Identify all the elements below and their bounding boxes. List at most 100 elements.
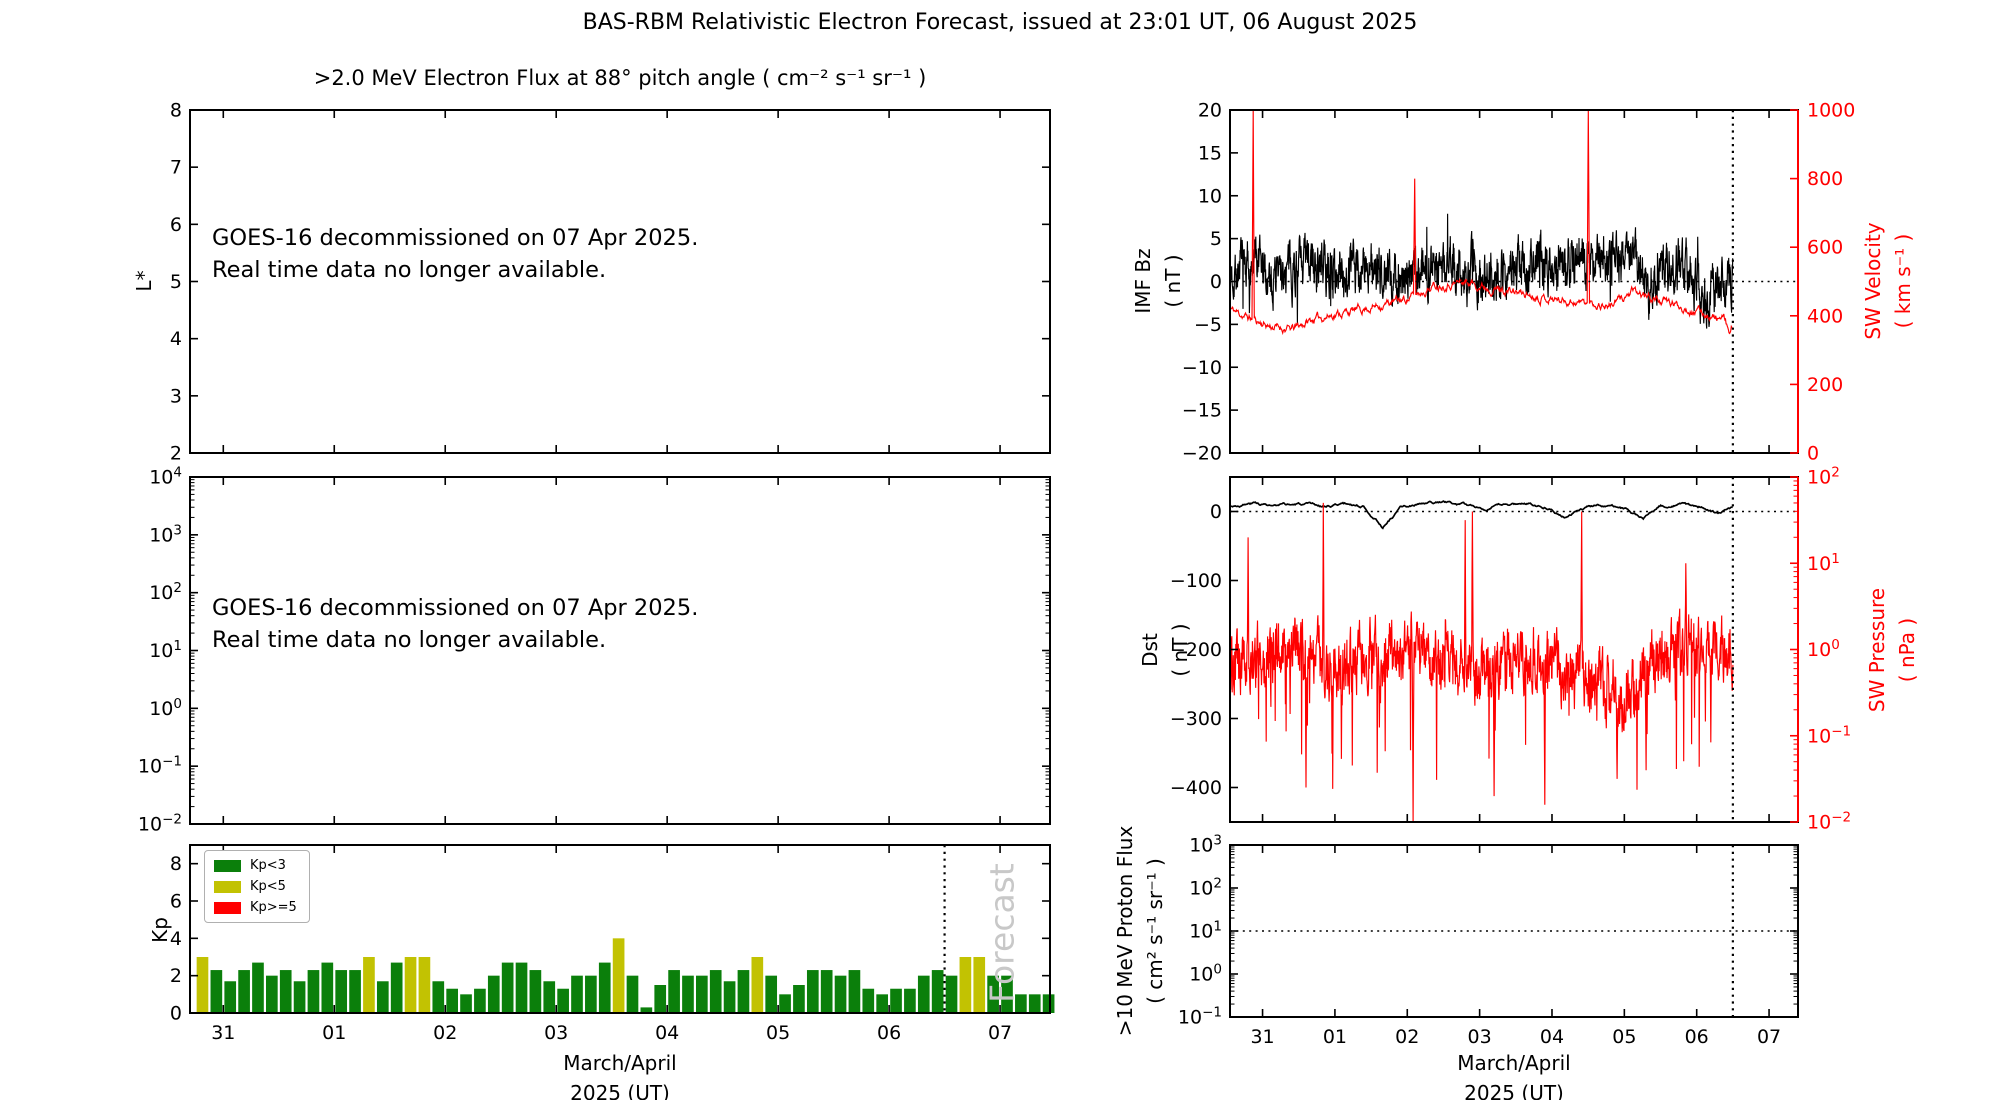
kp-bar: [709, 970, 722, 1013]
x-tick-label: 31: [211, 1022, 235, 1044]
proton-flux-axis-label: >10 MeV Proton Flux ( cm² s⁻¹ sr⁻¹ ): [1110, 826, 1170, 1037]
tick-label: 10−1: [1807, 723, 1851, 747]
kp-bar: [501, 962, 514, 1013]
sw-velocity-axis-label: SW Velocity ( km s⁻¹ ): [1858, 222, 1918, 339]
tick-label: 15: [1198, 142, 1222, 164]
legend-label: Kp<5: [250, 879, 286, 894]
kp-bar: [1001, 975, 1013, 1013]
tick-label: 8: [170, 853, 182, 875]
kp-bar: [668, 970, 680, 1013]
kp-bar: [682, 975, 694, 1013]
x-tick-label: 06: [877, 1022, 901, 1044]
kp-bar: [654, 985, 667, 1013]
legend-label: Kp<3: [250, 858, 286, 873]
tick-label: 400: [1807, 305, 1843, 327]
kp-bar: [404, 957, 417, 1013]
x-axis-label-year: 2025 (UT): [570, 1081, 670, 1100]
x-tick-label: 05: [1612, 1026, 1636, 1048]
tick-label: 3: [170, 385, 182, 407]
tick-label: 102: [1189, 876, 1222, 900]
goes16-message-middle: GOES-16 decommissioned on 07 Apr 2025. R…: [212, 592, 698, 656]
kp-bar: [585, 975, 597, 1013]
lstar-axis-label: L*: [132, 270, 156, 292]
kp-bar: [224, 981, 237, 1013]
x-tick-label: 01: [1323, 1026, 1347, 1048]
legend-item-kp-lt3: Kp<3: [214, 858, 297, 873]
tick-label: 5: [1210, 228, 1222, 250]
kp-bar: [1028, 994, 1041, 1013]
tick-label: 10: [1198, 185, 1222, 207]
dst-series-group: [1230, 500, 1734, 822]
sw-pressure-series: [1230, 502, 1734, 822]
kp-bar: [931, 970, 944, 1013]
tick-label: 0: [1210, 501, 1222, 523]
kp-bar: [834, 975, 847, 1013]
tick-label: −15: [1182, 400, 1222, 422]
dst-axis-label-line1: Dst: [1138, 633, 1162, 667]
legend-swatch-red: [214, 901, 241, 914]
x-axis-label-month: March/April: [1457, 1051, 1571, 1075]
kp-bar: [557, 988, 569, 1013]
sw-velocity-axis-label-line2: ( km s⁻¹ ): [1891, 233, 1915, 329]
x-axis-label-year: 2025 (UT): [1464, 1081, 1564, 1100]
legend-item-kp-ge5: Kp>=5: [214, 900, 297, 915]
kp-bar: [904, 988, 916, 1013]
kp-bar: [723, 981, 736, 1013]
tick-label: 101: [1189, 919, 1222, 943]
imf-series-group: [1230, 110, 1734, 336]
sw-pressure-axis-label: SW Pressure ( nPa ): [1862, 588, 1922, 712]
kp-bar: [806, 970, 819, 1013]
tick-label: 7: [170, 157, 182, 179]
kp-bar: [737, 970, 750, 1013]
x-tick-label: 04: [1540, 1026, 1564, 1048]
x-tick-label: 07: [1757, 1026, 1781, 1048]
sw-pressure-axis-label-line2: ( nPa ): [1895, 617, 1919, 683]
kp-bar: [640, 1007, 653, 1013]
figure-title: BAS-RBM Relativistic Electron Forecast, …: [582, 10, 1418, 35]
tick-label: −400: [1170, 777, 1222, 799]
imf-bz-axis-label-line2: ( nT ): [1161, 254, 1185, 308]
tick-label: 10−2: [138, 812, 182, 836]
x-axis-label-left: March/April 2025 (UT): [563, 1048, 676, 1100]
x-axis-label-right: March/April 2025 (UT): [1457, 1048, 1570, 1100]
x-axis-label-month: March/April: [563, 1051, 677, 1075]
kp-bar: [751, 957, 764, 1013]
tick-label: 8: [170, 100, 182, 122]
tick-label: −100: [1170, 570, 1222, 592]
tick-label: 102: [1807, 465, 1840, 489]
kp-bar: [266, 975, 278, 1013]
kp-bar: [293, 981, 306, 1013]
kp-bar: [446, 988, 458, 1013]
kp-bar: [307, 970, 320, 1013]
tick-label: 200: [1807, 374, 1843, 396]
forecast-watermark: Forecast: [982, 863, 1022, 1003]
kp-bar: [626, 975, 639, 1013]
kp-bar: [820, 970, 833, 1013]
kp-legend: Kp<3 Kp<5 Kp>=5: [204, 850, 310, 923]
kp-bar: [1042, 994, 1055, 1013]
kp-bar: [238, 970, 250, 1013]
tick-label: 1000: [1807, 100, 1855, 122]
tick-label: 101: [149, 638, 182, 662]
kp-bar: [945, 975, 958, 1013]
kp-bar: [390, 962, 403, 1013]
tick-label: 100: [149, 696, 182, 720]
legend-swatch-green: [214, 859, 241, 872]
x-tick-label: 05: [766, 1022, 790, 1044]
kp-bar: [210, 970, 223, 1013]
kp-bar: [363, 957, 375, 1013]
kp-bar: [973, 957, 986, 1013]
kp-bar: [779, 994, 791, 1013]
kp-bar: [432, 981, 445, 1013]
tick-label: 10−1: [1178, 1005, 1222, 1029]
imf-bz-series: [1230, 213, 1734, 329]
tick-label: 600: [1807, 237, 1843, 259]
tick-label: 104: [149, 465, 182, 489]
x-tick-label: 01: [322, 1022, 346, 1044]
kp-bar: [696, 975, 708, 1013]
tick-label: 10−2: [1807, 810, 1851, 834]
x-tick-label: 06: [1685, 1026, 1709, 1048]
kp-bar: [598, 962, 611, 1013]
kp-bar: [765, 975, 778, 1013]
